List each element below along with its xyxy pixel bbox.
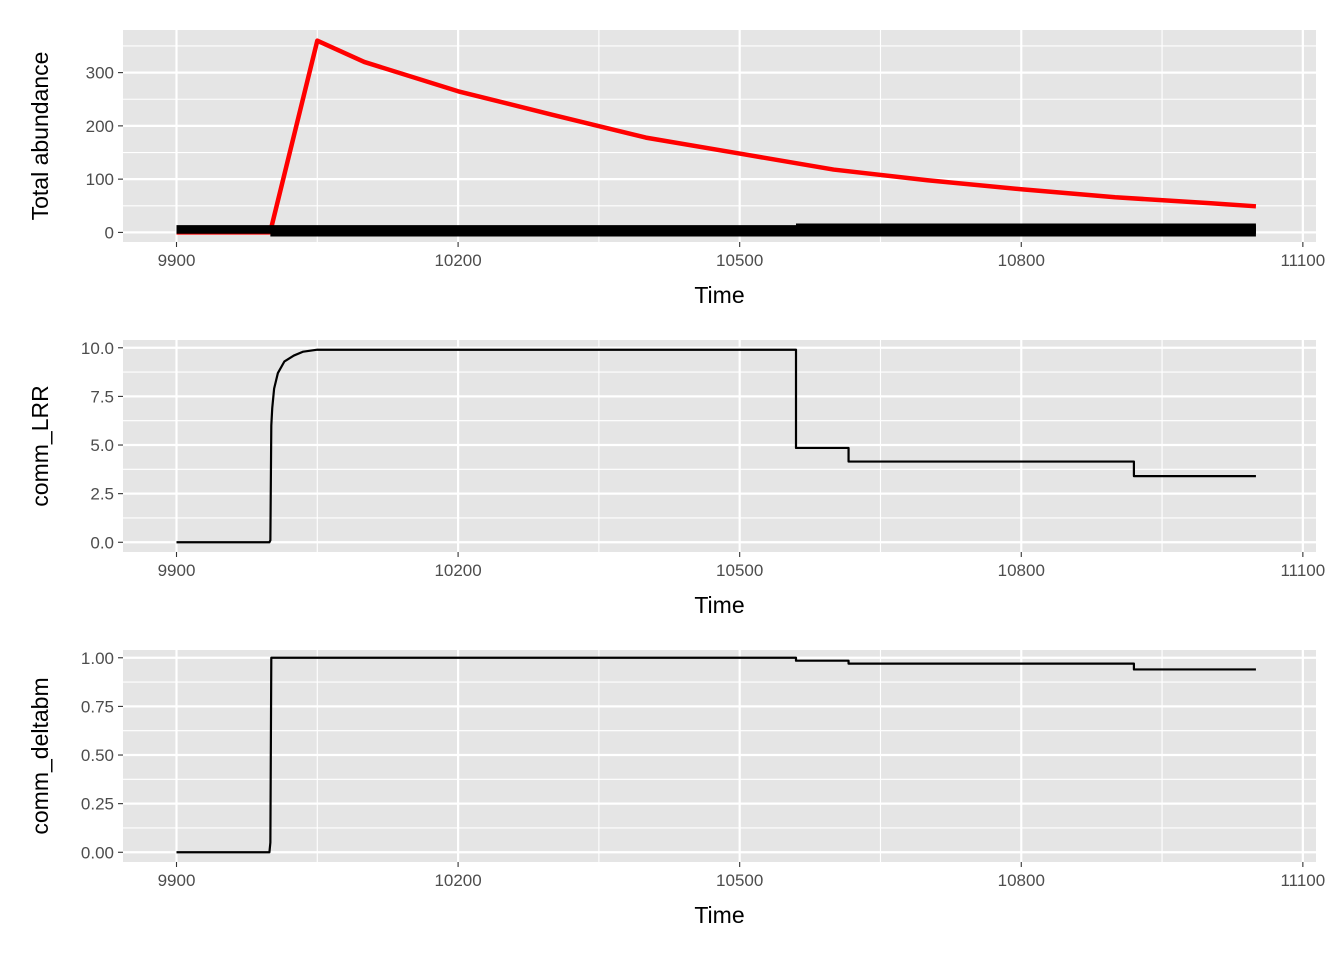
series-group bbox=[176, 348, 1256, 544]
x-tick-label: 11100 bbox=[1280, 561, 1325, 580]
y-tick-label: 2.5 bbox=[90, 485, 114, 504]
y-tick-label: 0.75 bbox=[81, 697, 114, 716]
panel-abundance: 9900 10200 10500 10800 11100 0 100 200 300 Time To… bbox=[27, 30, 1325, 308]
x-tick-label: 10800 bbox=[998, 561, 1045, 580]
y-tick-label: 5.0 bbox=[90, 436, 114, 455]
x-axis-title: Time bbox=[694, 592, 744, 618]
x-tick-label: 9900 bbox=[158, 871, 196, 890]
y-tick-label: 100 bbox=[86, 170, 114, 189]
x-tick-label: 10500 bbox=[716, 251, 763, 270]
x-tick-label: 11100 bbox=[1280, 251, 1325, 270]
lrr-line bbox=[176, 348, 1256, 544]
y-tick-label: 0.50 bbox=[81, 746, 114, 765]
x-tick-label: 10800 bbox=[998, 871, 1045, 890]
y-tick-label: 0.00 bbox=[81, 843, 114, 862]
x-tick-label: 11100 bbox=[1280, 871, 1325, 890]
y-tick-label: 0.25 bbox=[81, 795, 114, 814]
x-axis-title: Time bbox=[694, 282, 744, 308]
panel-deltabm: 9900 10200 10500 10800 11100 0.00 0.25 0.50 0.75… bbox=[27, 649, 1325, 928]
series-group bbox=[176, 38, 1257, 237]
y-axis-title: comm_deltabm bbox=[27, 677, 53, 834]
series-group bbox=[176, 656, 1256, 854]
x-tick-label: 10200 bbox=[434, 251, 481, 270]
plot-background bbox=[123, 30, 1316, 242]
y-tick-label: 200 bbox=[86, 117, 114, 136]
x-tick-label: 10800 bbox=[998, 251, 1045, 270]
x-tick-label: 10200 bbox=[434, 561, 481, 580]
panel-lrr: 9900 10200 10500 10800 11100 0.0 2.5 5.0 7.5 10.0… bbox=[27, 339, 1325, 618]
x-tick-label: 10500 bbox=[716, 561, 763, 580]
y-axis-title: comm_LRR bbox=[27, 385, 53, 506]
y-tick-label: 0 bbox=[105, 223, 114, 242]
deltabm-line bbox=[176, 656, 1256, 854]
x-axis-title: Time bbox=[694, 902, 744, 928]
y-tick-label: 300 bbox=[86, 64, 114, 83]
x-tick-label: 10500 bbox=[716, 871, 763, 890]
x-tick-label: 10200 bbox=[434, 871, 481, 890]
x-tick-label: 9900 bbox=[158, 251, 196, 270]
y-tick-label: 10.0 bbox=[81, 339, 114, 358]
y-tick-label: 1.00 bbox=[81, 649, 114, 668]
total-abundance-line bbox=[176, 38, 1257, 235]
y-tick-label: 7.5 bbox=[90, 387, 114, 406]
x-tick-label: 9900 bbox=[158, 561, 196, 580]
y-axis-title: Total abundance bbox=[27, 52, 53, 221]
y-tick-label: 0.0 bbox=[90, 533, 114, 552]
